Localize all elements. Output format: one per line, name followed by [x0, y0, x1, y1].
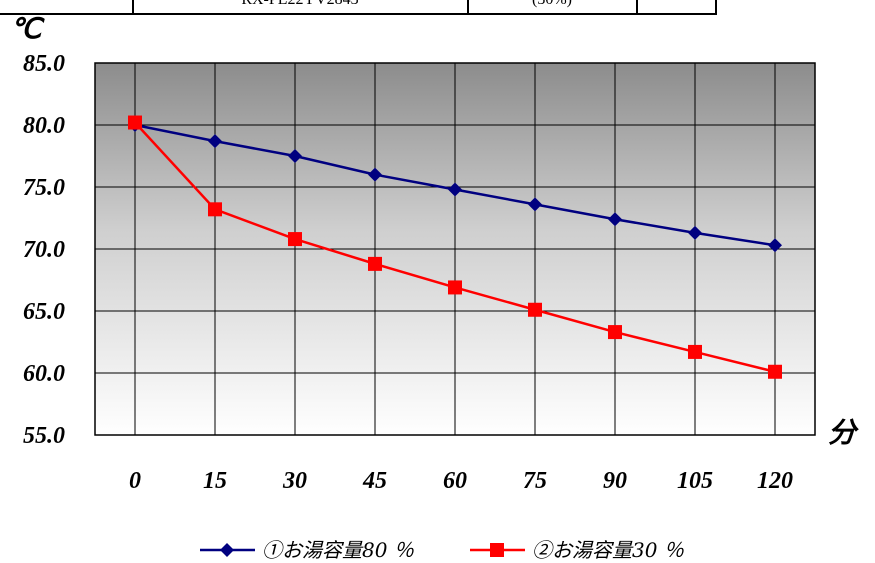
x-tick-label: 30 — [282, 468, 307, 494]
x-tick-label: 120 — [757, 468, 793, 494]
x-tick-label: 60 — [443, 468, 467, 494]
legend: ①お湯容量80 ％ ②お湯容量30 ％ — [200, 538, 685, 562]
y-tick-label: 75.0 — [23, 175, 65, 201]
legend-item-2: ②お湯容量30 ％ — [470, 538, 685, 562]
data-point — [608, 212, 622, 227]
data-point — [528, 197, 542, 212]
data-point — [368, 256, 382, 271]
data-point — [208, 134, 222, 149]
y-tick-label: 60.0 — [23, 361, 65, 387]
y-tick-label: 55.0 — [23, 423, 65, 449]
x-tick-label: 75 — [523, 468, 547, 494]
series — [128, 115, 782, 379]
header-table: RX-PL22YV2843 (30%) — [0, 0, 717, 15]
plot-border — [94, 62, 816, 436]
x-axis-unit-label: 分 — [828, 418, 859, 449]
data-point — [528, 302, 542, 317]
legend-marker — [490, 543, 504, 557]
legend-label: ①お湯容量80 ％ — [262, 538, 415, 562]
data-point — [608, 325, 622, 340]
x-tick-label: 45 — [362, 468, 387, 494]
data-point — [688, 344, 702, 359]
y-tick-label: 85.0 — [23, 51, 65, 77]
data-point — [448, 280, 462, 295]
y-tick-label: 65.0 — [23, 299, 65, 325]
x-tick-label: 0 — [129, 468, 141, 494]
data-point — [768, 364, 782, 379]
data-point — [288, 149, 302, 163]
header-table-cell-model: RX-PL22YV2843 — [241, 0, 358, 8]
x-tick-label: 90 — [603, 468, 627, 494]
header-table-cell-percent: (30%) — [532, 0, 572, 8]
data-point — [288, 232, 302, 247]
x-tick-labels: 0 15 30 45 60 75 90 105 120 — [129, 468, 793, 494]
y-axis-unit-label: ℃ — [10, 14, 45, 45]
data-point — [368, 167, 382, 182]
y-tick-label: 80.0 — [23, 113, 65, 139]
y-tick-label: 70.0 — [23, 237, 65, 263]
data-point — [448, 182, 462, 197]
x-tick-label: 15 — [203, 468, 227, 494]
data-point — [688, 225, 702, 240]
y-tick-labels: 85.0 80.0 75.0 70.0 65.0 60.0 55.0 — [23, 51, 65, 449]
legend-item-1: ①お湯容量80 ％ — [200, 538, 415, 562]
data-point — [128, 115, 142, 130]
legend-marker — [220, 543, 234, 557]
x-tick-label: 105 — [677, 468, 713, 494]
data-point — [768, 238, 782, 253]
data-point — [208, 202, 222, 217]
series-2 — [128, 115, 782, 379]
legend-label: ②お湯容量30 ％ — [532, 538, 685, 562]
